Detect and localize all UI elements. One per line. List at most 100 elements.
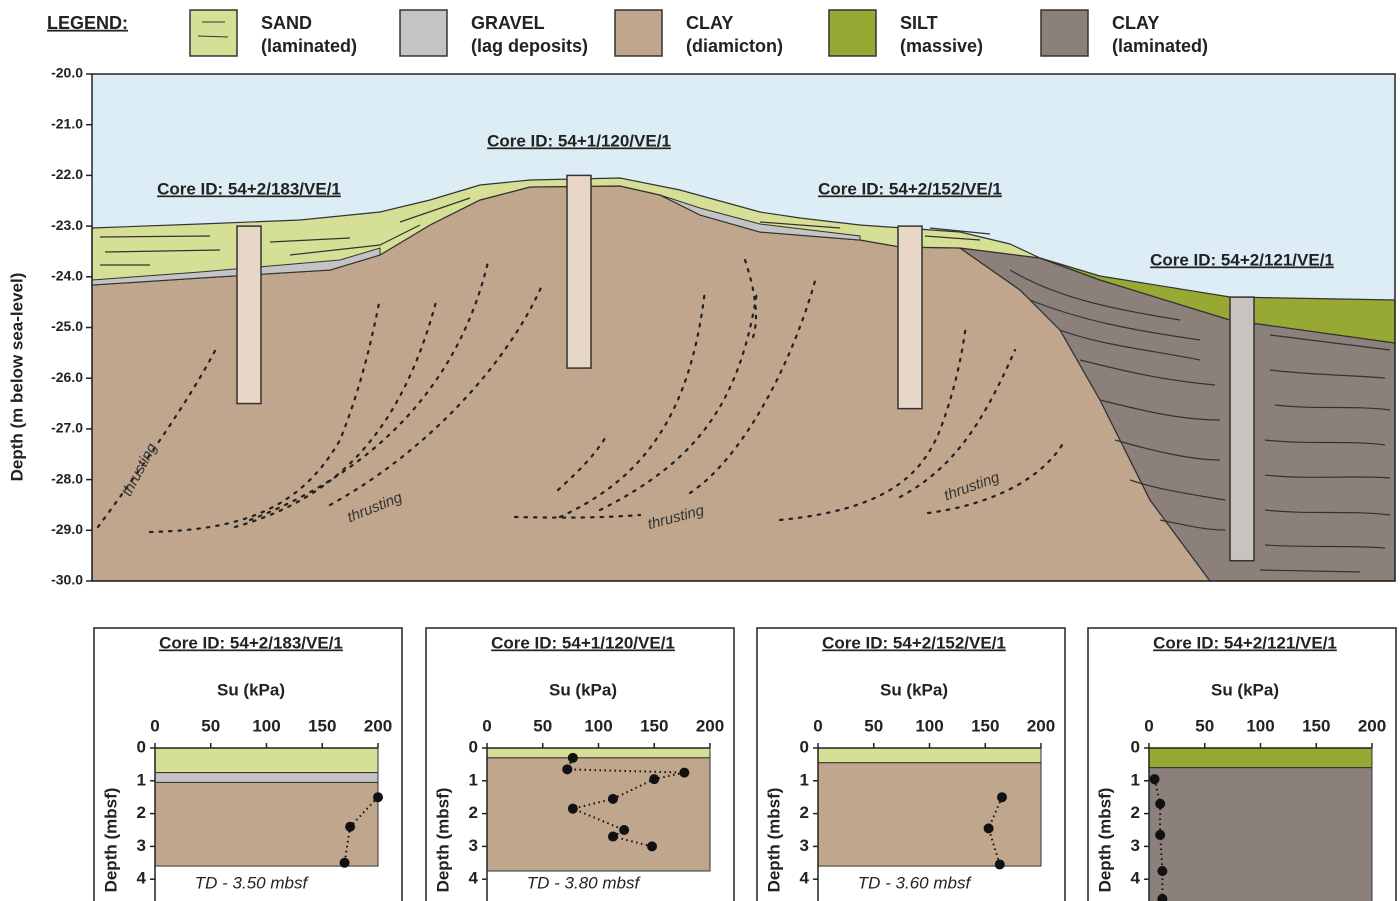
x-tick-label: 150 bbox=[971, 716, 999, 735]
x-tick-label: 50 bbox=[864, 716, 883, 735]
y-tick-label: -29.0 bbox=[51, 521, 83, 537]
x-tick-label: 200 bbox=[1027, 716, 1055, 735]
td-note: TD - 3.80 mbsf bbox=[527, 873, 642, 892]
y-tick-label: 2 bbox=[137, 803, 146, 822]
y-tick-label: -26.0 bbox=[51, 369, 83, 385]
x-axis-label: Su (kPa) bbox=[1211, 680, 1279, 699]
y-tick-label: 4 bbox=[1131, 869, 1141, 888]
cross-section bbox=[92, 74, 1395, 581]
x-tick-label: 0 bbox=[482, 716, 491, 735]
x-tick-label: 100 bbox=[1246, 716, 1274, 735]
core bbox=[237, 226, 261, 403]
su-point bbox=[619, 825, 629, 835]
y-tick-label: -24.0 bbox=[51, 268, 83, 284]
y-tick-label: 3 bbox=[469, 836, 478, 855]
legend-name: SILT bbox=[900, 13, 938, 33]
core-label: Core ID: 54+2/152/VE/1 bbox=[818, 179, 1002, 198]
x-tick-label: 100 bbox=[252, 716, 280, 735]
layer bbox=[155, 748, 378, 773]
td-note: TD - 3.50 mbsf bbox=[195, 873, 310, 892]
su-point bbox=[608, 832, 618, 842]
legend-swatch bbox=[1041, 10, 1088, 56]
x-tick-label: 200 bbox=[364, 716, 392, 735]
figure: LEGEND: SAND(laminated)GRAVEL(lag deposi… bbox=[0, 0, 1400, 901]
y-tick-label: -25.0 bbox=[51, 318, 83, 334]
y-tick-label: 4 bbox=[800, 869, 810, 888]
core bbox=[898, 226, 922, 409]
panel-title: Core ID: 54+2/152/VE/1 bbox=[822, 633, 1006, 652]
y-tick-label: 2 bbox=[1131, 803, 1140, 822]
x-tick-label: 200 bbox=[1358, 716, 1386, 735]
y-tick-label: 0 bbox=[1131, 737, 1140, 756]
panel-title: Core ID: 54+1/120/VE/1 bbox=[491, 633, 675, 652]
x-axis-label: Su (kPa) bbox=[549, 680, 617, 699]
x-tick-label: 150 bbox=[1302, 716, 1330, 735]
core bbox=[567, 175, 591, 368]
su-point bbox=[1155, 799, 1165, 809]
y-tick-label: -20.0 bbox=[51, 65, 83, 81]
x-tick-label: 100 bbox=[915, 716, 943, 735]
legend-swatch bbox=[400, 10, 447, 56]
layer bbox=[818, 763, 1041, 866]
td-note: TD - 3.60 mbsf bbox=[858, 873, 973, 892]
legend-swatch bbox=[829, 10, 876, 56]
y-axis-label: Depth (mbsf) bbox=[101, 788, 120, 893]
y-tick-label: 4 bbox=[469, 869, 479, 888]
legend-desc: (massive) bbox=[900, 36, 983, 56]
legend-name: CLAY bbox=[1112, 13, 1159, 33]
legend-name: CLAY bbox=[686, 13, 733, 33]
su-point bbox=[562, 764, 572, 774]
su-point bbox=[568, 804, 578, 814]
core-label: Core ID: 54+2/121/VE/1 bbox=[1150, 250, 1334, 269]
panel-title: Core ID: 54+2/121/VE/1 bbox=[1153, 633, 1337, 652]
layer bbox=[1149, 748, 1372, 768]
su-point bbox=[373, 792, 383, 802]
y-tick-label: 1 bbox=[469, 770, 478, 789]
y-tick-label: 1 bbox=[1131, 770, 1140, 789]
legend: SAND(laminated)GRAVEL(lag deposits)CLAY(… bbox=[190, 10, 1208, 56]
su-point bbox=[340, 858, 350, 868]
legend-desc: (lag deposits) bbox=[471, 36, 588, 56]
su-point bbox=[608, 794, 618, 804]
y-tick-label: 3 bbox=[800, 836, 809, 855]
su-point bbox=[1157, 866, 1167, 876]
y-axis-label: Depth (mbsf) bbox=[1095, 788, 1114, 893]
x-tick-label: 100 bbox=[584, 716, 612, 735]
y-axis-label: Depth (mbsf) bbox=[764, 788, 783, 893]
core-label: Core ID: 54+2/183/VE/1 bbox=[157, 179, 341, 198]
su-point bbox=[997, 792, 1007, 802]
x-tick-label: 50 bbox=[201, 716, 220, 735]
su-point bbox=[649, 774, 659, 784]
x-tick-label: 200 bbox=[696, 716, 724, 735]
su-point bbox=[568, 753, 578, 763]
y-tick-label: 0 bbox=[137, 737, 146, 756]
su-point bbox=[345, 822, 355, 832]
legend-name: GRAVEL bbox=[471, 13, 545, 33]
y-tick-label: 2 bbox=[800, 803, 809, 822]
y-tick-label: 2 bbox=[469, 803, 478, 822]
legend-swatch bbox=[615, 10, 662, 56]
y-tick-label: 3 bbox=[1131, 836, 1140, 855]
layer bbox=[155, 773, 378, 783]
y-axis-label: Depth (mbsf) bbox=[433, 788, 452, 893]
su-point bbox=[995, 859, 1005, 869]
layer bbox=[155, 782, 378, 866]
layer bbox=[818, 748, 1041, 763]
su-point bbox=[1150, 774, 1160, 784]
su-point bbox=[647, 841, 657, 851]
y-tick-label: -30.0 bbox=[51, 572, 83, 588]
x-tick-label: 50 bbox=[533, 716, 552, 735]
layer bbox=[487, 748, 710, 758]
su-point bbox=[1155, 830, 1165, 840]
x-tick-label: 150 bbox=[308, 716, 336, 735]
profiles: Core ID: 54+2/183/VE/1Su (kPa)Depth (mbs… bbox=[94, 628, 1396, 901]
su-point bbox=[984, 823, 994, 833]
x-tick-label: 50 bbox=[1195, 716, 1214, 735]
y-tick-label: -22.0 bbox=[51, 166, 83, 182]
legend-title: LEGEND: bbox=[47, 13, 128, 33]
y-tick-label: 1 bbox=[800, 770, 809, 789]
legend-desc: (laminated) bbox=[261, 36, 357, 56]
y-tick-label: 1 bbox=[137, 770, 146, 789]
y-axis-label: Depth (m below sea-level) bbox=[7, 273, 26, 482]
su-point bbox=[679, 768, 689, 778]
